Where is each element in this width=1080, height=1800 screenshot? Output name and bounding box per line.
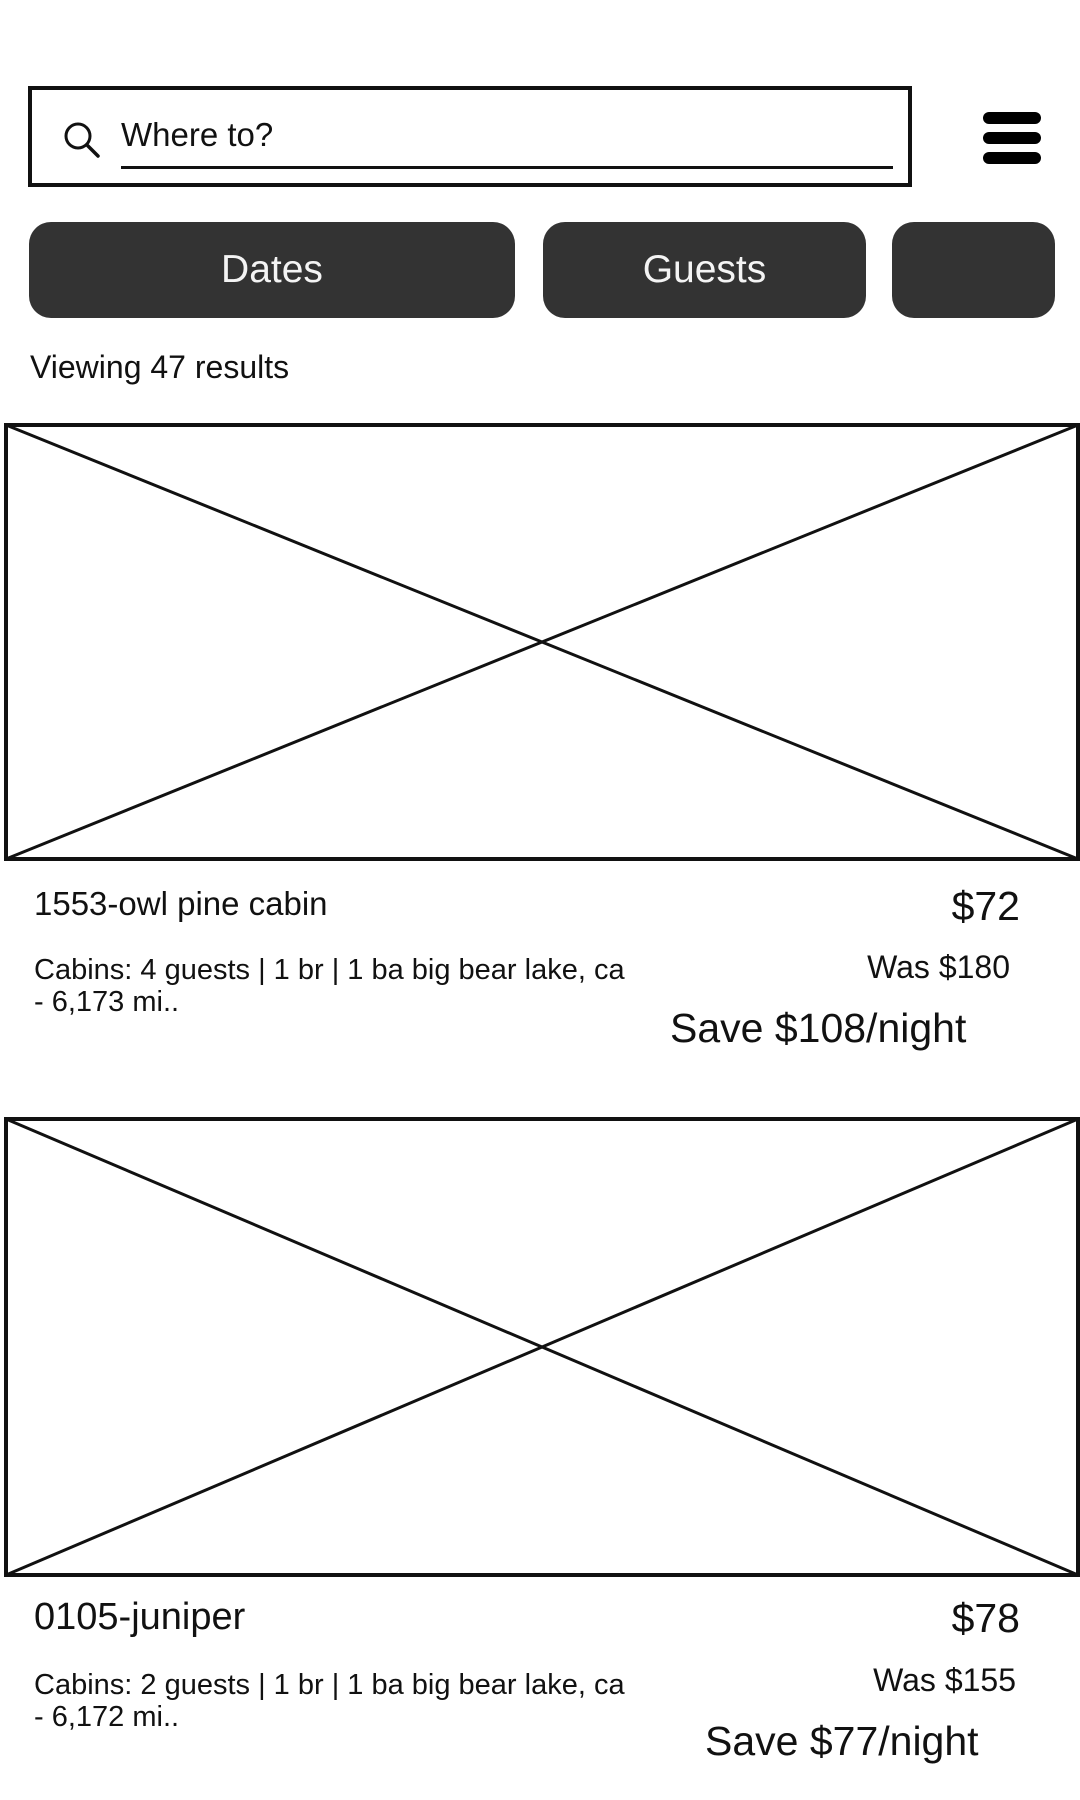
image-placeholder-icon (4, 423, 1080, 861)
hamburger-menu-icon[interactable] (983, 112, 1043, 164)
more-filters-button[interactable] (892, 222, 1055, 318)
listing-price: $72 (951, 883, 1020, 929)
listing-title[interactable]: 1553-owl pine cabin (34, 885, 328, 922)
listing-was-price: Was $180 (867, 949, 1010, 985)
image-placeholder-icon (4, 1117, 1080, 1577)
menu-bar (983, 112, 1041, 124)
listing-price: $78 (951, 1595, 1020, 1641)
listing-savings: Save $108/night (670, 1005, 967, 1051)
listing-description: Cabins: 4 guests | 1 br | 1 ba big bear … (34, 954, 625, 1018)
listing-savings: Save $77/night (705, 1718, 979, 1764)
listing-was-price: Was $155 (873, 1662, 1016, 1698)
dates-filter-button[interactable]: Dates (29, 222, 515, 318)
results-count: Viewing 47 results (30, 349, 290, 385)
guests-filter-button[interactable]: Guests (543, 222, 866, 318)
menu-bar (983, 152, 1041, 164)
search-bar[interactable] (28, 86, 912, 187)
listing-description: Cabins: 2 guests | 1 br | 1 ba big bear … (34, 1669, 625, 1733)
menu-bar (983, 132, 1041, 144)
search-input[interactable] (121, 104, 893, 169)
listing-title[interactable]: 0105-juniper (34, 1596, 246, 1638)
search-icon (64, 122, 100, 158)
